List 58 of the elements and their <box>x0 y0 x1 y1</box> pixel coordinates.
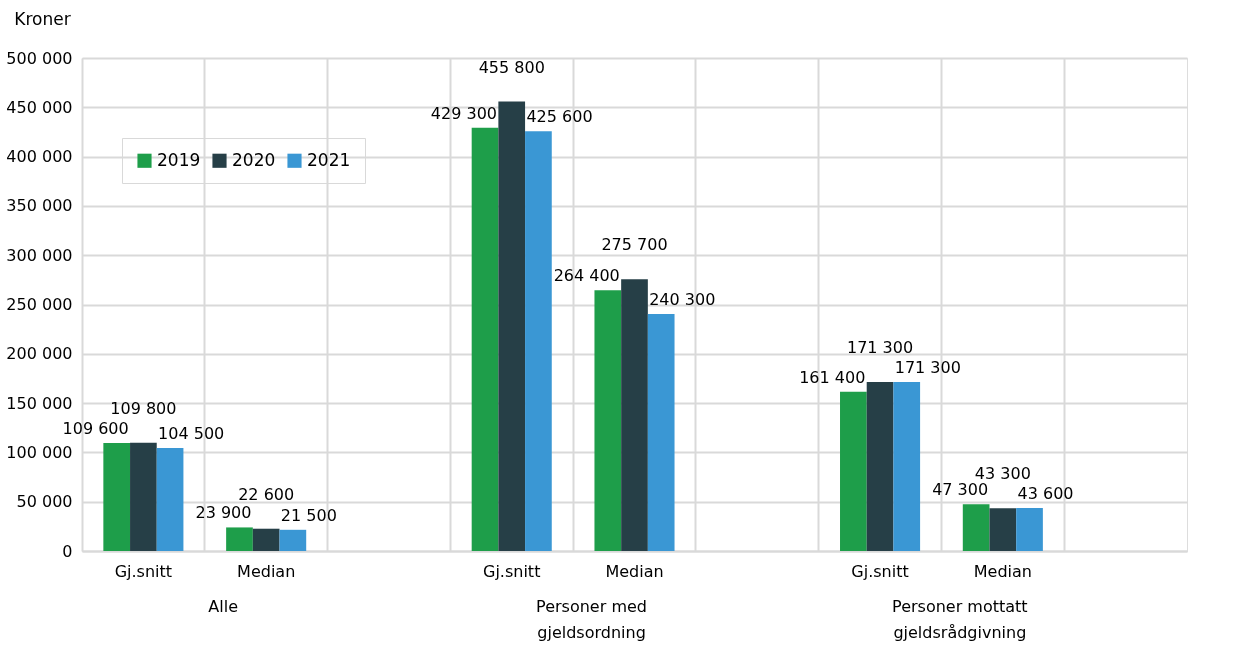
y-tick-label: 250 000 <box>6 295 73 314</box>
x-tick-label: Gj.snitt <box>114 561 173 581</box>
bar <box>594 290 622 551</box>
text: Personer mottatt gjeldsrådgivning <box>892 597 1028 642</box>
x-tick-label: Median <box>237 561 296 581</box>
bar <box>647 314 675 551</box>
bar <box>279 529 307 551</box>
data-label: 23 900 <box>195 503 252 523</box>
legend-label: 2021 <box>307 149 351 170</box>
y-tick-label: 100 000 <box>6 442 73 462</box>
bar <box>471 127 499 551</box>
y-tick-label: 200 000 <box>6 344 73 364</box>
y-tick-label: 300 000 <box>6 245 73 265</box>
x-tick-label: Median <box>605 561 664 581</box>
bar <box>252 528 280 551</box>
data-label: 240 300 <box>649 290 716 310</box>
data-label: 264 400 <box>553 266 620 286</box>
data-label: 22 600 <box>238 484 295 504</box>
bar <box>621 279 648 551</box>
data-label: 109 800 <box>110 398 177 418</box>
bar <box>498 101 526 551</box>
y-tick-label: 0 <box>62 541 73 561</box>
y-tick-label: 150 000 <box>6 393 73 413</box>
data-label: 161 400 <box>799 367 866 387</box>
bar <box>1016 508 1043 551</box>
x-tick-label: Gj.snitt <box>851 561 909 581</box>
data-label: 109 600 <box>62 418 129 438</box>
x-tick-label: Median <box>973 561 1032 581</box>
bar <box>840 391 867 551</box>
data-label: 455 800 <box>478 57 545 77</box>
legend-label: 2019 <box>157 149 201 170</box>
bar <box>103 442 131 551</box>
x-tick-label: Gj.snitt <box>483 561 541 581</box>
bar <box>893 382 921 551</box>
data-label: 429 300 <box>430 103 498 123</box>
bar <box>156 447 184 551</box>
legend-label: 2020 <box>232 149 276 170</box>
bar <box>962 504 990 551</box>
y-axis-title: Kroner <box>14 8 71 29</box>
y-tick-label: 50 000 <box>16 492 73 512</box>
y-tick-label: 500 000 <box>6 48 73 68</box>
data-label: 275 700 <box>601 235 668 255</box>
y-tick-label: 400 000 <box>6 147 73 167</box>
bar <box>989 508 1017 551</box>
bar <box>866 382 894 551</box>
y-tick-label: 350 000 <box>6 196 73 216</box>
bar <box>130 442 157 551</box>
data-label: 171 300 <box>846 338 914 358</box>
bar <box>226 527 253 551</box>
data-label: 425 600 <box>526 107 593 127</box>
text: Alle <box>208 597 239 616</box>
data-label: 104 500 <box>158 423 225 443</box>
data-label: 171 300 <box>894 358 961 378</box>
bar <box>525 131 552 551</box>
data-label: 43 600 <box>1017 484 1074 504</box>
y-tick-label: 450 000 <box>6 97 73 117</box>
text: Personer med gjeldsordning <box>536 597 647 642</box>
data-label: 21 500 <box>280 505 337 525</box>
